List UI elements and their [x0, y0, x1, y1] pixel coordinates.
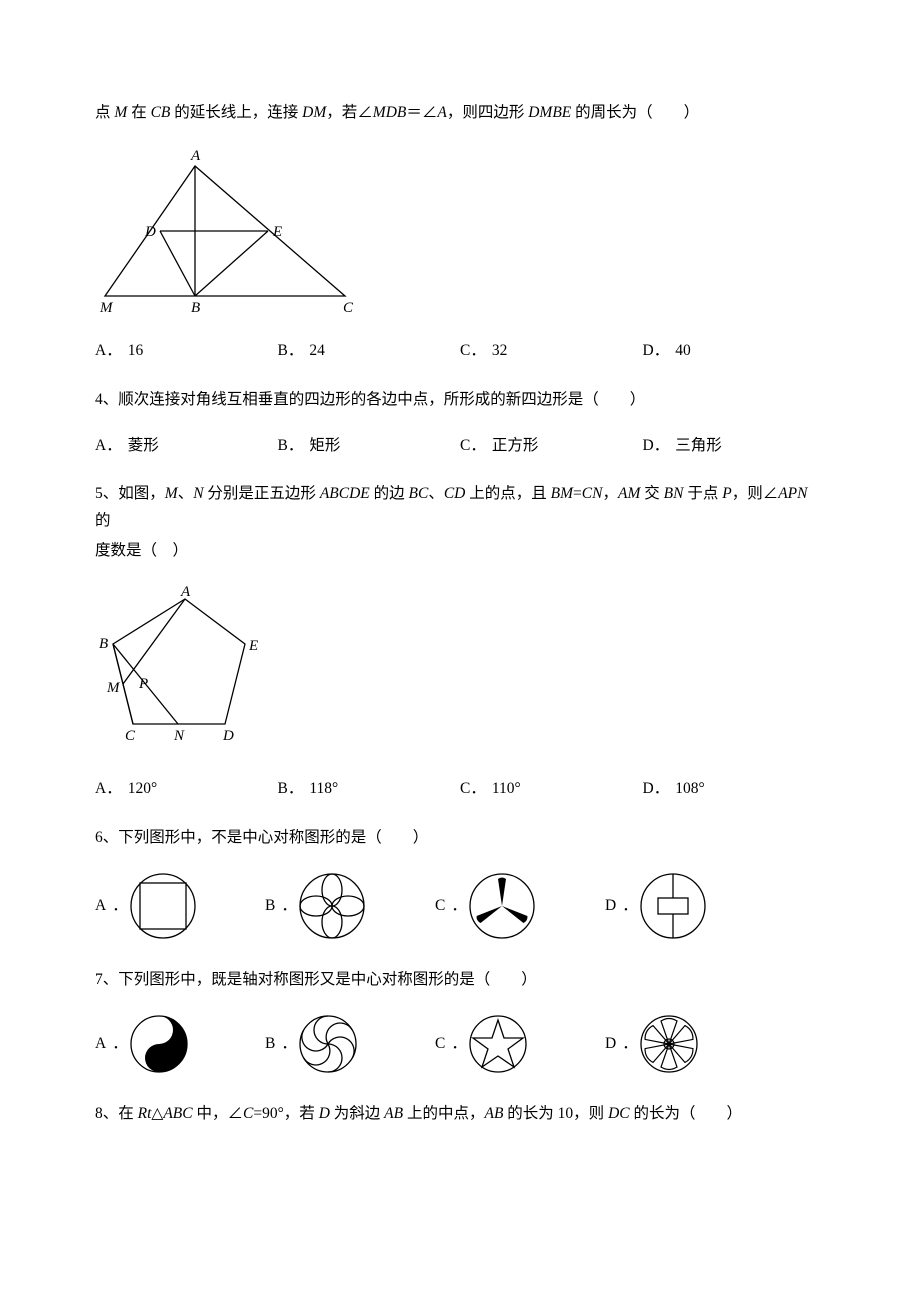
svg-text:C: C: [125, 728, 136, 744]
option-d: D．108°: [643, 776, 826, 802]
option-c: C．32: [460, 338, 643, 364]
var: M: [114, 104, 127, 121]
svg-text:D: D: [144, 224, 156, 240]
text: ＝∠: [406, 104, 437, 121]
svg-text:C: C: [343, 300, 354, 316]
q7-options: A． B． C． D．: [95, 1013, 825, 1075]
var: DMBE: [528, 104, 571, 121]
svg-text:M: M: [99, 300, 114, 316]
option-d: D．: [605, 871, 775, 941]
svg-text:D: D: [222, 728, 234, 744]
three-blade-icon: [467, 871, 537, 941]
option-a: A．16: [95, 338, 278, 364]
q8-text: 8、在 Rt△ABC 中，∠C=90°，若 D 为斜边 AB 上的中点，AB 的…: [95, 1101, 825, 1127]
q3-figure: A D E M B C: [95, 146, 825, 316]
flower-icon: [638, 1013, 700, 1075]
svg-text:A: A: [180, 584, 191, 600]
var: CB: [151, 104, 171, 121]
svg-text:E: E: [272, 224, 282, 240]
option-a: A．菱形: [95, 433, 278, 459]
square-in-circle-icon: [128, 871, 198, 941]
text: 的周长为（ ）: [571, 104, 699, 121]
option-b: B．矩形: [278, 433, 461, 459]
option-b: B．: [265, 1013, 435, 1075]
four-petal-icon: [297, 871, 367, 941]
q3-preamble: 点 M 在 CB 的延长线上，连接 DM，若∠MDB＝∠A，则四边形 DMBE …: [95, 100, 825, 126]
svg-text:N: N: [173, 728, 185, 744]
option-c: C．: [435, 1013, 605, 1075]
option-c: C．正方形: [460, 433, 643, 459]
q5-line2: 度数是（ ）: [95, 538, 825, 564]
option-b: B．: [265, 871, 435, 941]
q5-options: A．120° B．118° C．110° D．108°: [95, 776, 825, 802]
var: A: [437, 104, 446, 121]
svg-text:P: P: [138, 676, 148, 692]
svg-text:A: A: [190, 148, 201, 164]
svg-text:M: M: [106, 680, 121, 696]
option-c: C．: [435, 871, 605, 941]
text: 的延长线上，连接: [170, 104, 302, 121]
star-icon: [467, 1013, 529, 1075]
option-d: D．三角形: [643, 433, 826, 459]
option-c: C．110°: [460, 776, 643, 802]
q6-text: 6、下列图形中，不是中心对称图形的是（ ）: [95, 825, 825, 851]
var: DM: [302, 104, 326, 121]
var: MDB: [373, 104, 407, 121]
pinwheel-icon: [297, 1013, 359, 1075]
option-a: A．: [95, 871, 265, 941]
svg-text:B: B: [99, 636, 108, 652]
text: 点: [95, 104, 114, 121]
option-a: A．120°: [95, 776, 278, 802]
q7-text: 7、下列图形中，既是轴对称图形又是中心对称图形的是（ ）: [95, 967, 825, 993]
option-d: D．: [605, 1013, 775, 1075]
text: ，若∠: [326, 104, 373, 121]
text: 在: [127, 104, 150, 121]
q5-line1: 5、如图，M、N 分别是正五边形 ABCDE 的边 BC、CD 上的点，且 BM…: [95, 481, 825, 534]
q4-text: 4、顺次连接对角线互相垂直的四边形的各边中点，所形成的新四边形是（ ）: [95, 387, 825, 413]
q6-options: A． B． C． D．: [95, 871, 825, 941]
option-b: B．24: [278, 338, 461, 364]
svg-text:B: B: [191, 300, 200, 316]
q5-figure: A B E M P C N D: [95, 584, 825, 754]
svg-text:E: E: [248, 638, 258, 654]
text: ，则四边形: [447, 104, 528, 121]
rect-in-circle-icon: [638, 871, 708, 941]
option-d: D．40: [643, 338, 826, 364]
q4-options: A．菱形 B．矩形 C．正方形 D．三角形: [95, 433, 825, 459]
q3-options: A．16 B．24 C．32 D．40: [95, 338, 825, 364]
option-b: B．118°: [278, 776, 461, 802]
option-a: A．: [95, 1013, 265, 1075]
yin-yang-icon: [128, 1013, 190, 1075]
